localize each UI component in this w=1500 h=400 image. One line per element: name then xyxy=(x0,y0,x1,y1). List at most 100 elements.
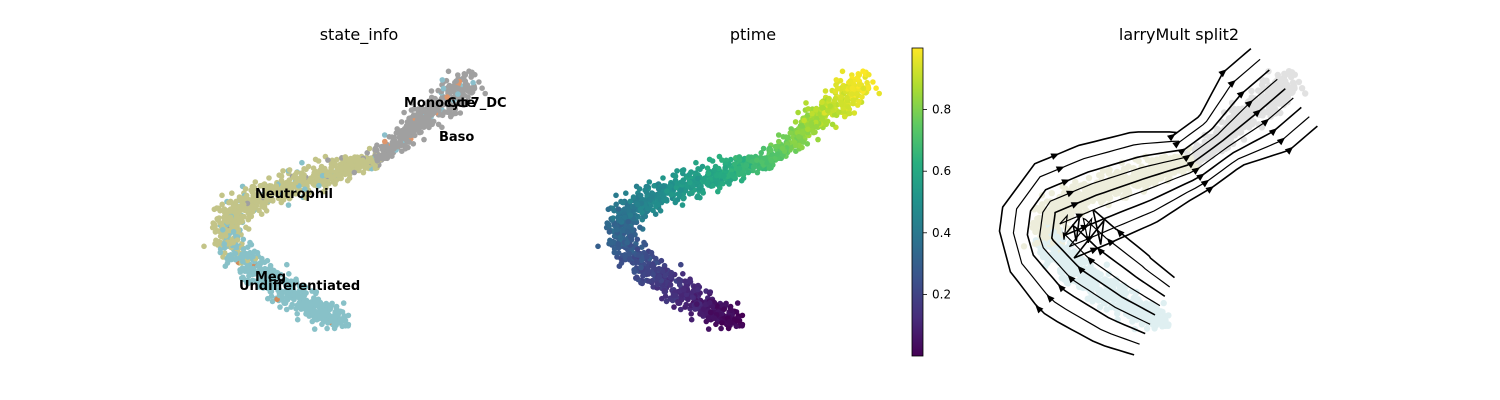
cell-point xyxy=(228,252,234,258)
cell-point xyxy=(841,113,848,120)
cell-point xyxy=(618,260,625,266)
cell-point xyxy=(623,190,629,196)
cell-point xyxy=(819,99,825,105)
cell-point xyxy=(367,155,374,161)
cell-point xyxy=(222,217,229,223)
cell-point xyxy=(240,274,246,281)
cell-point xyxy=(301,286,307,293)
cell-point xyxy=(710,182,716,189)
cell-point xyxy=(268,293,275,300)
cell-point xyxy=(626,250,633,257)
cell-point xyxy=(409,100,415,106)
cell-point xyxy=(342,157,349,163)
cell-point xyxy=(263,208,270,214)
cell-point xyxy=(240,246,247,253)
cell-point xyxy=(831,111,838,118)
cell-point xyxy=(637,206,644,213)
cell-point xyxy=(687,279,694,285)
cell-point xyxy=(453,78,460,84)
cell-point xyxy=(689,294,695,301)
cell-point xyxy=(720,180,726,187)
cell-point xyxy=(634,258,640,265)
cell-point xyxy=(595,243,601,250)
cell-point xyxy=(243,192,250,199)
cell-point xyxy=(249,183,256,190)
cell-point xyxy=(813,106,819,113)
cell-point xyxy=(667,183,674,189)
cell-point xyxy=(1273,77,1280,85)
cell-point xyxy=(411,106,418,112)
cell-point xyxy=(366,145,373,152)
cell-point xyxy=(1020,243,1028,250)
cell-point xyxy=(251,278,258,284)
cell-point xyxy=(750,164,757,170)
cell-point xyxy=(240,201,247,208)
cell-point xyxy=(1291,85,1298,92)
cell-point xyxy=(615,206,622,212)
cell-point xyxy=(660,194,667,201)
cell-point xyxy=(280,168,286,174)
cell-point xyxy=(261,201,267,208)
cell-point xyxy=(792,142,799,149)
cell-point xyxy=(657,208,664,214)
cell-point xyxy=(1059,258,1067,265)
cluster-label-neutrophil: Neutrophil xyxy=(255,187,333,202)
cell-point xyxy=(1061,195,1068,202)
cell-point xyxy=(650,271,656,278)
cell-point xyxy=(405,123,412,129)
cell-point xyxy=(731,161,738,167)
cell-point xyxy=(634,236,641,243)
cell-point xyxy=(1120,286,1128,293)
cell-point xyxy=(856,72,863,78)
cell-point xyxy=(244,264,250,271)
cell-point xyxy=(289,291,296,298)
cell-point xyxy=(680,167,687,173)
cell-point xyxy=(678,261,684,268)
cell-point xyxy=(1302,90,1309,97)
cell-point xyxy=(342,165,349,172)
cell-point xyxy=(340,300,347,306)
cell-point xyxy=(763,159,770,166)
cell-point xyxy=(674,168,680,174)
cell-point xyxy=(728,307,735,314)
cell-point xyxy=(719,320,725,326)
cell-point xyxy=(634,201,641,208)
cluster-label-ccr7-dc: Ccr7_DC xyxy=(447,96,507,111)
cell-point xyxy=(440,85,447,92)
cell-point xyxy=(707,309,714,316)
cell-point xyxy=(311,170,318,177)
cell-point xyxy=(288,278,294,285)
cell-point xyxy=(1252,102,1260,110)
cell-point xyxy=(301,282,307,289)
cell-point xyxy=(1135,157,1142,165)
cell-point xyxy=(683,291,690,298)
cell-point xyxy=(269,298,276,305)
cell-point xyxy=(699,163,706,170)
cell-point xyxy=(356,164,363,170)
cell-point xyxy=(631,267,637,273)
cell-point xyxy=(644,205,651,212)
cell-point xyxy=(621,214,628,220)
cell-point xyxy=(313,289,320,295)
cell-point xyxy=(294,311,301,317)
panel-title-state-info: state_info xyxy=(320,25,399,45)
cell-point xyxy=(688,311,694,317)
cell-point xyxy=(293,179,299,186)
cell-point xyxy=(627,212,634,218)
cell-point xyxy=(286,195,293,202)
cell-point xyxy=(815,136,821,143)
cell-point xyxy=(722,165,728,171)
cell-point xyxy=(792,119,799,125)
cell-point xyxy=(1112,179,1120,186)
cell-point xyxy=(729,172,735,178)
cell-point xyxy=(1107,278,1115,285)
cell-point xyxy=(1282,81,1289,88)
cell-point xyxy=(251,269,257,276)
cell-point xyxy=(255,194,261,200)
cell-point xyxy=(667,281,674,288)
cell-point xyxy=(761,155,768,161)
cell-point xyxy=(754,157,760,163)
cell-point xyxy=(344,177,351,184)
cell-point xyxy=(428,119,435,125)
cell-point xyxy=(650,207,656,214)
